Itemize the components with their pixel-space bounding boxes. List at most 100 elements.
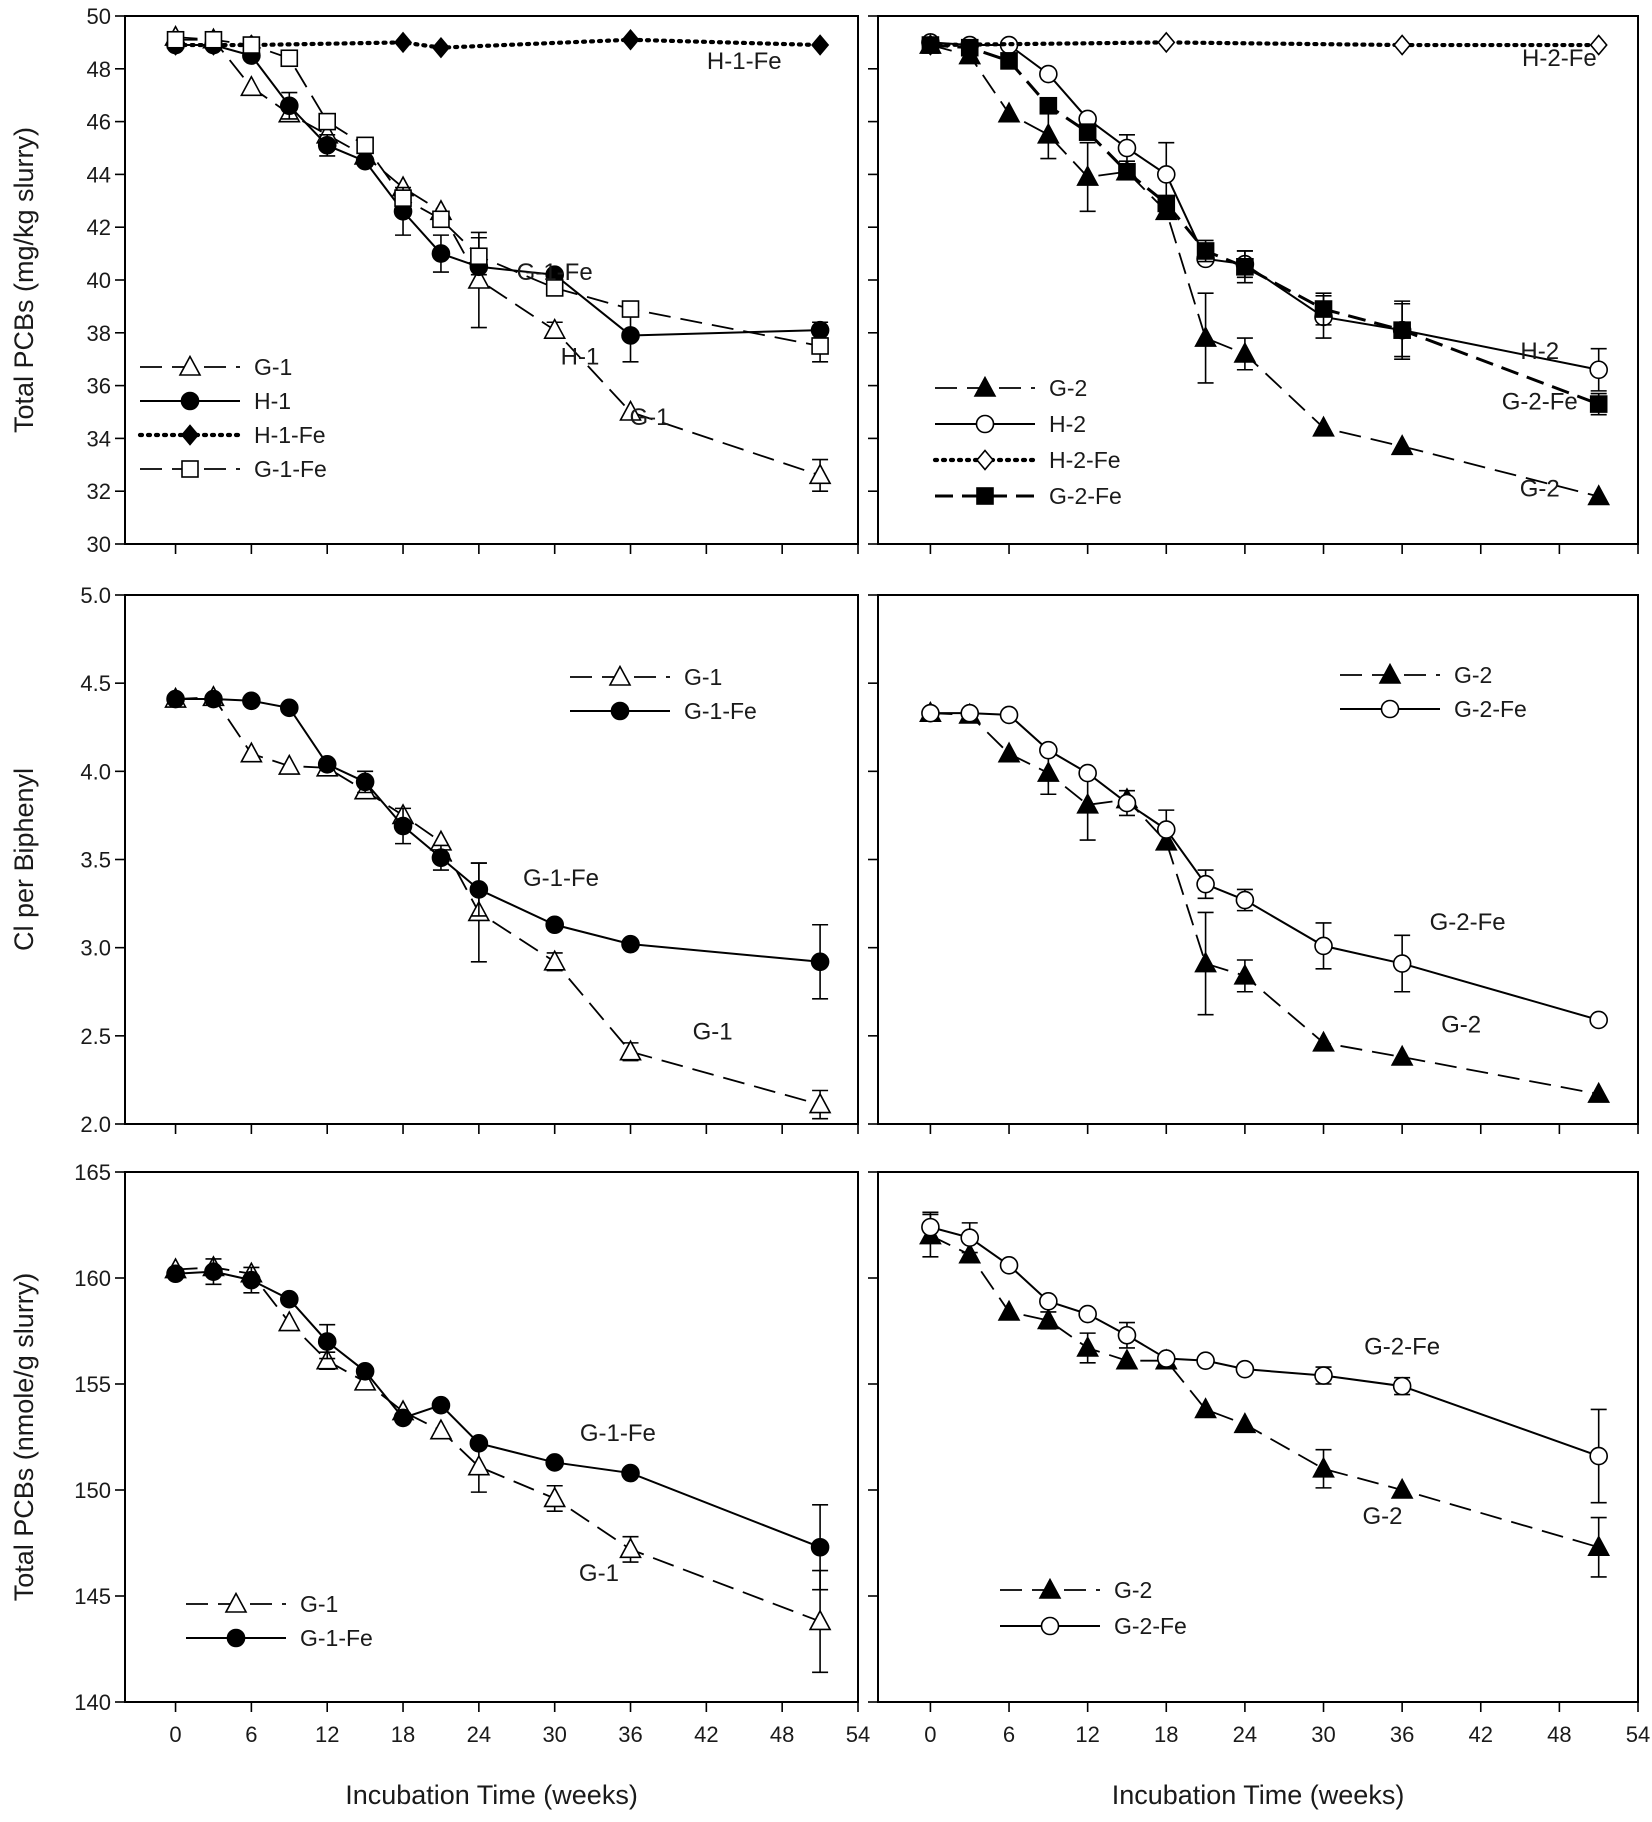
data-point xyxy=(1000,52,1018,70)
series-line xyxy=(930,44,1599,498)
x-tick-label: 18 xyxy=(1154,1722,1178,1747)
data-point xyxy=(467,267,491,289)
data-point xyxy=(1157,194,1176,213)
y-tick-label: 5.0 xyxy=(80,583,111,608)
series-label: G-2-Fe xyxy=(1430,909,1506,936)
data-point xyxy=(545,915,564,935)
series-G-1-Fe xyxy=(166,30,829,363)
series-line xyxy=(930,1234,1599,1549)
series-G-2 xyxy=(919,32,1611,506)
series-G-1-Fe xyxy=(166,1258,830,1591)
series-label: G-1-Fe xyxy=(517,259,593,286)
series-label: G-1-Fe xyxy=(523,865,599,892)
series-line xyxy=(175,698,821,963)
y-tick-label: 140 xyxy=(74,1690,111,1715)
y-tick-label: 50 xyxy=(87,4,111,29)
data-point xyxy=(355,151,375,171)
data-point xyxy=(315,1348,339,1370)
data-point xyxy=(1117,138,1137,158)
data-point xyxy=(1589,34,1608,56)
plot-frame xyxy=(124,594,859,1125)
y-axis-label: Cl per Biphenyl xyxy=(9,768,39,951)
data-point xyxy=(1312,415,1335,437)
data-point xyxy=(240,75,263,97)
data-point xyxy=(1037,1308,1060,1330)
data-point xyxy=(1587,1535,1611,1557)
series-line xyxy=(930,712,1599,1095)
data-point xyxy=(1194,325,1217,347)
data-point xyxy=(1587,1081,1611,1103)
data-point xyxy=(242,36,261,54)
legend-label: G-2 xyxy=(1049,375,1087,401)
data-point xyxy=(1078,123,1097,141)
data-point xyxy=(1589,360,1608,380)
legend-label: G-1 xyxy=(684,664,722,690)
x-tick-label: 0 xyxy=(924,1722,936,1747)
series-label: G-2 xyxy=(1441,1011,1481,1038)
legend-marker xyxy=(975,414,995,434)
data-point xyxy=(1156,165,1176,184)
data-point xyxy=(960,38,979,57)
x-tick-label: 48 xyxy=(1547,1722,1571,1747)
data-point xyxy=(1314,1366,1333,1385)
legend: G-2 G-2-Fe xyxy=(1000,1577,1187,1639)
data-point xyxy=(619,399,642,421)
data-point xyxy=(279,698,299,718)
legend-marker xyxy=(1038,1577,1062,1599)
data-point xyxy=(469,880,489,899)
legend-marker xyxy=(180,424,200,446)
legend-label: G-2-Fe xyxy=(1049,483,1122,509)
data-point xyxy=(317,136,337,155)
data-point xyxy=(1115,1348,1139,1370)
x-tick-label: 18 xyxy=(391,1722,415,1747)
x-tick-label: 6 xyxy=(1003,1722,1015,1747)
data-point xyxy=(1312,1456,1335,1478)
plot-frame xyxy=(877,1171,1639,1703)
data-point xyxy=(1194,951,1217,973)
y-tick-label: 3.0 xyxy=(80,936,111,961)
data-point xyxy=(997,1299,1021,1321)
data-point xyxy=(318,112,337,131)
x-tick-label: 6 xyxy=(245,1722,257,1747)
chart-panel-top-left: 30 32 34 36 38 40 42 44 46 48 50 Total PCBs (mg/kg … xyxy=(9,4,859,557)
legend-label: G-2-Fe xyxy=(1454,696,1527,722)
data-point xyxy=(1194,1397,1217,1419)
series-label: G-2-Fe xyxy=(1502,388,1578,415)
x-tick-label: 0 xyxy=(169,1722,181,1747)
series-H-2-Fe xyxy=(921,31,1608,56)
y-tick-label: 2.0 xyxy=(80,1112,111,1137)
y-tick-label: 46 xyxy=(87,110,111,135)
data-point xyxy=(394,189,412,207)
y-tick-label: 42 xyxy=(87,215,111,240)
data-point xyxy=(1196,242,1215,260)
y-tick-label: 30 xyxy=(87,532,111,557)
series-G-1 xyxy=(164,1255,832,1674)
data-point xyxy=(1037,122,1060,144)
data-point xyxy=(1076,164,1099,186)
plot-frame xyxy=(877,594,1639,1125)
data-point xyxy=(431,1395,451,1415)
series-line xyxy=(173,37,823,50)
legend-label: G-1 xyxy=(254,354,292,380)
x-tick-label: 42 xyxy=(694,1722,718,1747)
data-point xyxy=(356,136,374,155)
y-tick-label: 150 xyxy=(74,1478,111,1503)
data-point xyxy=(960,703,980,723)
y-tick-label: 160 xyxy=(74,1266,111,1291)
legend: G-1 H-1 H-1-Fe G-1-Fe xyxy=(137,354,327,482)
y-tick-label: 3.5 xyxy=(80,848,111,873)
data-point xyxy=(204,1262,223,1281)
data-point xyxy=(997,741,1021,763)
x-tick-label: 12 xyxy=(1075,1722,1099,1747)
data-point xyxy=(355,772,375,792)
data-point xyxy=(1390,1477,1414,1499)
series-label: H-2-Fe xyxy=(1522,45,1597,72)
data-point xyxy=(277,753,301,775)
legend-label: H-1 xyxy=(254,388,291,414)
legend-label: H-2-Fe xyxy=(1049,447,1121,473)
chart-panel-bottom-left: 140 145 150 155 160 165 Total PCBs (nmole/g sl… xyxy=(9,1160,870,1810)
legend-label: G-2 xyxy=(1454,662,1492,688)
y-axis-label: Total PCBs (nmole/g slurry) xyxy=(9,1273,39,1602)
data-point xyxy=(1312,1030,1335,1052)
